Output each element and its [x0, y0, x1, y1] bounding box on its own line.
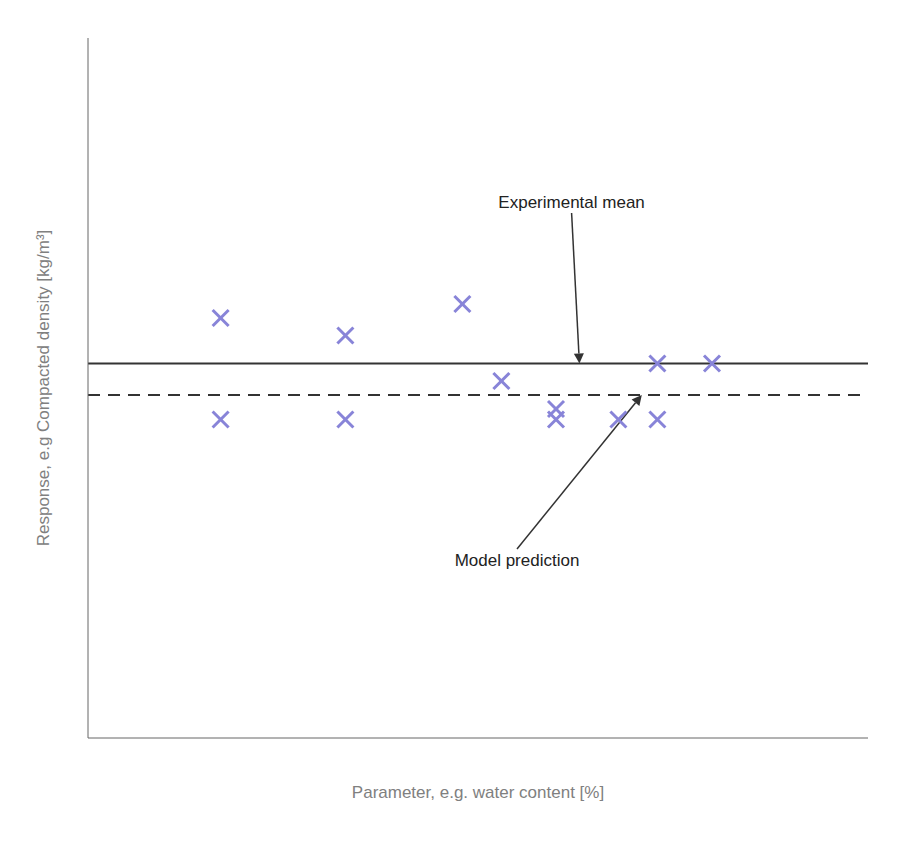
svg-text:Experimental mean: Experimental mean — [498, 193, 644, 212]
svg-text:Parameter, e.g. water content: Parameter, e.g. water content [%] — [352, 783, 604, 802]
svg-text:Response, e.g Compacted densit: Response, e.g Compacted density [kg/m³] — [34, 230, 53, 547]
svg-text:Model prediction: Model prediction — [455, 551, 580, 570]
